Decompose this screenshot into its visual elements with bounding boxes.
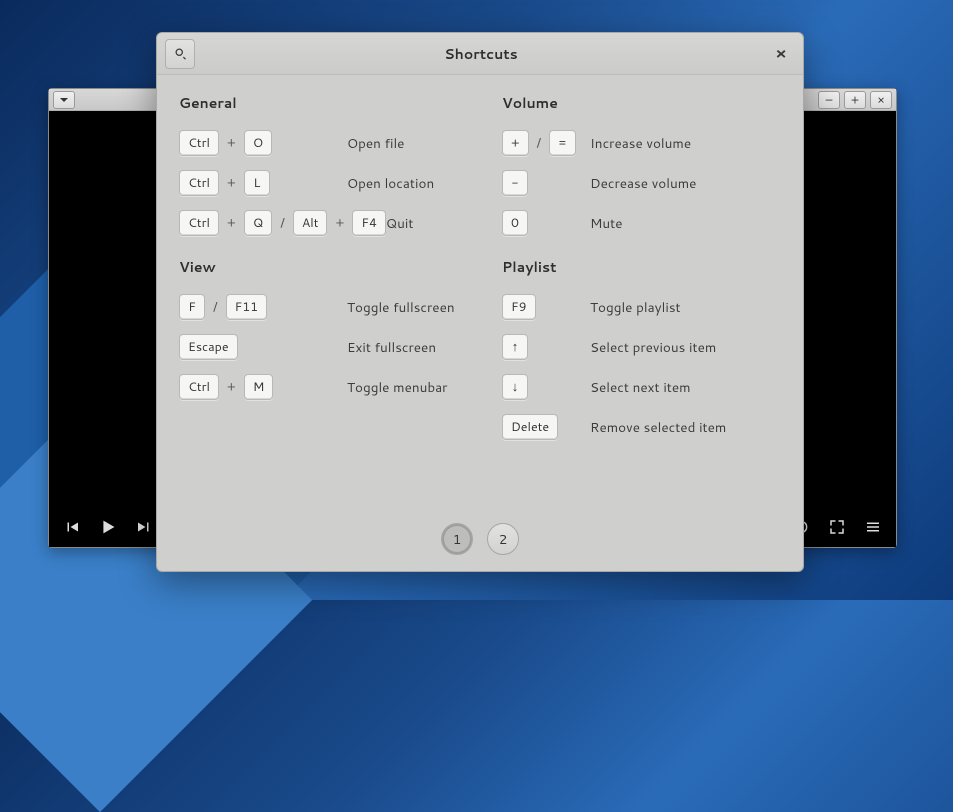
key-separator: +	[225, 378, 238, 396]
shortcut-section: View F / F11 Toggle fullscreen Escape Exit ful…	[179, 257, 458, 407]
keycap: M	[244, 374, 274, 400]
shortcut-description: Toggle playlist	[590, 298, 681, 317]
previous-track-icon[interactable]	[61, 516, 83, 538]
key-separator: +	[225, 214, 238, 232]
keycap: Q	[244, 210, 272, 236]
section-title: Playlist	[502, 257, 781, 277]
shortcut-row: Ctrl + M Toggle menubar	[179, 367, 458, 407]
shortcut-keys: Ctrl + L	[179, 170, 347, 196]
dialog-pager: 1 2	[157, 507, 803, 571]
key-separator: +	[333, 214, 346, 232]
search-icon	[173, 46, 188, 61]
minimize-button[interactable]: –	[818, 91, 840, 109]
shortcut-description: Toggle fullscreen	[347, 298, 455, 317]
key-separator: +	[225, 174, 238, 192]
shortcuts-right-column: Volume + / = Increase volume - Decrease volume…	[502, 93, 781, 499]
keycap: F11	[226, 294, 268, 320]
page-1-button[interactable]: 1	[441, 523, 473, 555]
shortcut-row: ↑ Select previous item	[502, 327, 781, 367]
keycap: Ctrl	[179, 170, 219, 196]
shortcut-keys: ↓	[502, 374, 590, 400]
shortcut-keys: Ctrl + M	[179, 374, 347, 400]
shortcut-keys: -	[502, 170, 590, 196]
keycap: ↓	[502, 374, 528, 400]
keycap: Ctrl	[179, 210, 219, 236]
shortcut-description: Open file	[347, 134, 404, 153]
section-title: View	[179, 257, 458, 277]
dialog-close-button[interactable]: ×	[767, 40, 795, 68]
dialog-header: Shortcuts ×	[157, 33, 803, 75]
play-icon[interactable]	[97, 516, 119, 538]
shortcuts-left-column: General Ctrl + O Open file Ctrl + L Open locatio…	[179, 93, 458, 499]
shortcut-keys: Ctrl + O	[179, 130, 347, 156]
shortcut-description: Remove selected item	[590, 418, 726, 437]
dialog-body: General Ctrl + O Open file Ctrl + L Open locatio…	[157, 75, 803, 507]
keycap: 0	[502, 210, 528, 236]
search-button[interactable]	[165, 39, 195, 69]
keycap: O	[244, 130, 272, 156]
shortcut-description: Increase volume	[590, 134, 691, 153]
shortcut-keys: Ctrl + Q / Alt + F4	[179, 210, 386, 236]
shortcut-description: Open location	[347, 174, 434, 193]
shortcut-keys: ↑	[502, 334, 590, 360]
shortcut-row: Ctrl + O Open file	[179, 123, 458, 163]
shortcut-keys: F9	[502, 294, 590, 320]
shortcut-description: Decrease volume	[590, 174, 696, 193]
shortcut-section: General Ctrl + O Open file Ctrl + L Open locatio…	[179, 93, 458, 243]
keycap: F9	[502, 294, 536, 320]
shortcut-keys: 0	[502, 210, 590, 236]
shortcut-description: Select next item	[590, 378, 691, 397]
keycap: -	[502, 170, 528, 196]
shortcut-section: Volume + / = Increase volume - Decrease volume…	[502, 93, 781, 243]
shortcut-description: Select previous item	[590, 338, 716, 357]
shortcut-row: Escape Exit fullscreen	[179, 327, 458, 367]
keycap: Alt	[293, 210, 328, 236]
fullscreen-icon[interactable]	[826, 516, 848, 538]
key-separator: +	[225, 134, 238, 152]
keycap: =	[549, 130, 576, 156]
keycap: +	[502, 130, 529, 156]
keycap: Ctrl	[179, 130, 219, 156]
playlist-menu-icon[interactable]	[862, 516, 884, 538]
shortcut-section: Playlist F9 Toggle playlist ↑ Select previou…	[502, 257, 781, 447]
shortcut-description: Toggle menubar	[347, 378, 447, 397]
shortcut-keys: F / F11	[179, 294, 347, 320]
shortcut-keys: + / =	[502, 130, 590, 156]
shortcut-row: Ctrl + L Open location	[179, 163, 458, 203]
shortcut-row: + / = Increase volume	[502, 123, 781, 163]
dialog-title: Shortcuts	[195, 44, 767, 64]
keycap: L	[244, 170, 270, 196]
keycap: F	[179, 294, 205, 320]
shortcut-description: Quit	[386, 214, 414, 233]
key-separator: /	[211, 298, 220, 316]
shortcut-row: F9 Toggle playlist	[502, 287, 781, 327]
shortcuts-dialog: Shortcuts × General Ctrl + O Open file Ctrl + L…	[156, 32, 804, 572]
section-title: Volume	[502, 93, 781, 113]
keycap: ↑	[502, 334, 528, 360]
next-track-icon[interactable]	[133, 516, 155, 538]
keycap: F4	[352, 210, 386, 236]
key-separator: /	[278, 214, 287, 232]
key-separator: /	[535, 134, 544, 152]
shortcut-row: - Decrease volume	[502, 163, 781, 203]
player-menu-button[interactable]	[53, 91, 75, 109]
keycap: Escape	[179, 334, 238, 360]
shortcut-description: Exit fullscreen	[347, 338, 436, 357]
shortcut-row: F / F11 Toggle fullscreen	[179, 287, 458, 327]
maximize-button[interactable]: +	[844, 91, 866, 109]
shortcut-description: Mute	[590, 214, 623, 233]
section-title: General	[179, 93, 458, 113]
shortcut-row: Delete Remove selected item	[502, 407, 781, 447]
shortcut-row: ↓ Select next item	[502, 367, 781, 407]
shortcut-keys: Delete	[502, 414, 590, 440]
close-button[interactable]: ×	[870, 91, 892, 109]
shortcut-row: 0 Mute	[502, 203, 781, 243]
shortcut-keys: Escape	[179, 334, 347, 360]
shortcut-row: Ctrl + Q / Alt + F4Quit	[179, 203, 458, 243]
page-2-button[interactable]: 2	[487, 523, 519, 555]
keycap: Delete	[502, 414, 558, 440]
keycap: Ctrl	[179, 374, 219, 400]
